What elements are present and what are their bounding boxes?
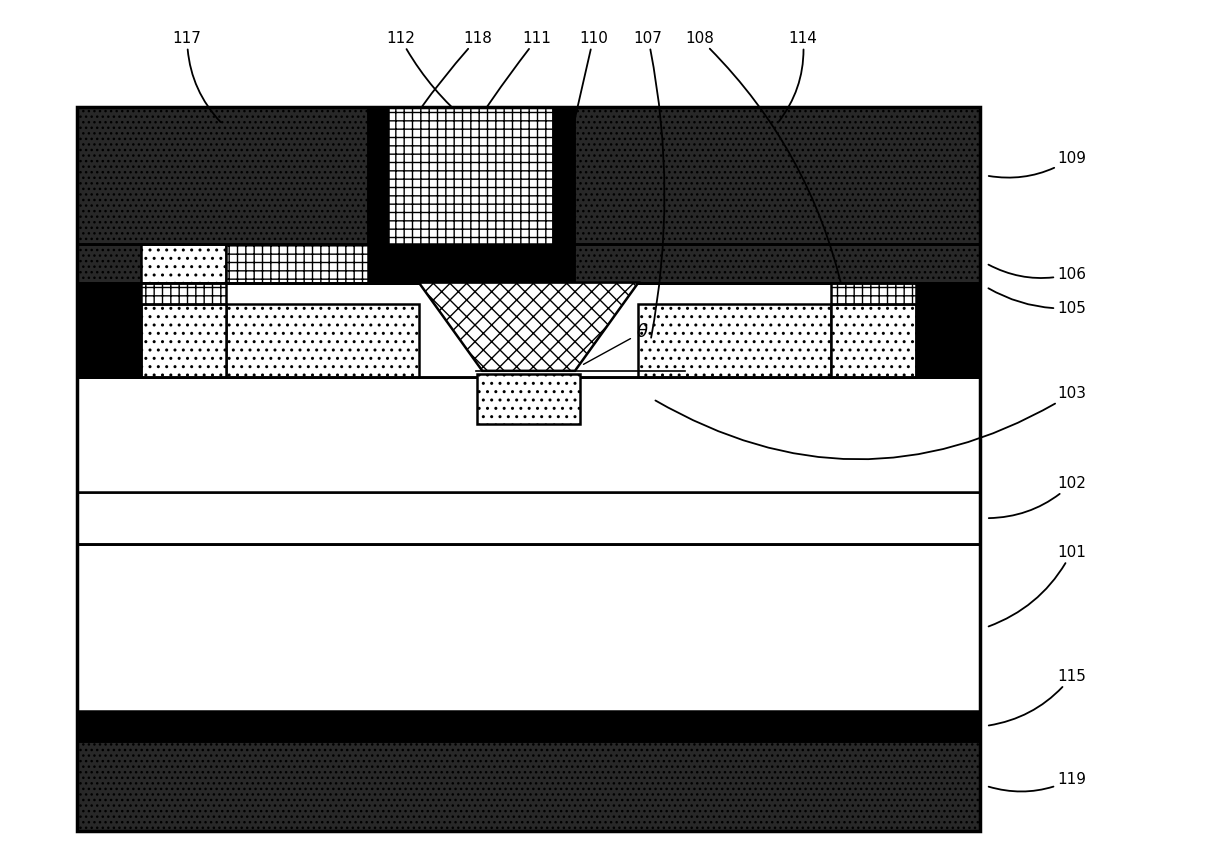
Text: 108: 108	[685, 31, 842, 291]
Bar	[226, 304, 419, 377]
Bar	[370, 107, 388, 244]
Text: 107: 107	[634, 31, 664, 337]
Bar	[573, 244, 980, 283]
Text: 115: 115	[989, 670, 1086, 726]
Bar	[639, 304, 831, 377]
Bar	[367, 244, 370, 283]
Text: 106: 106	[989, 265, 1086, 281]
Bar	[573, 107, 980, 244]
Text: 110: 110	[529, 31, 608, 318]
Bar	[553, 107, 571, 244]
Text: 109: 109	[989, 151, 1086, 177]
Bar	[77, 107, 980, 831]
Bar	[141, 283, 226, 304]
Text: 105: 105	[989, 288, 1086, 316]
Bar	[571, 107, 573, 244]
Bar	[77, 244, 367, 283]
Bar	[141, 244, 226, 283]
Bar	[571, 244, 573, 283]
Bar	[77, 377, 980, 492]
Text: 118: 118	[377, 31, 492, 173]
Bar	[831, 244, 916, 283]
Text: 114: 114	[779, 31, 818, 122]
Bar	[388, 107, 553, 244]
Bar	[77, 283, 141, 377]
Bar	[370, 244, 388, 283]
Polygon shape	[419, 283, 639, 371]
Bar	[77, 741, 980, 831]
Text: 119: 119	[989, 772, 1086, 791]
Text: $\theta$: $\theta$	[583, 324, 648, 364]
Text: 102: 102	[989, 477, 1086, 518]
Bar	[478, 375, 580, 424]
Bar	[77, 711, 980, 741]
Bar	[916, 283, 980, 377]
Bar	[367, 107, 370, 244]
Bar	[141, 304, 226, 377]
Bar	[831, 304, 916, 377]
Text: 111: 111	[395, 31, 551, 261]
Bar	[77, 283, 980, 377]
Text: 103: 103	[656, 387, 1086, 459]
Bar	[388, 244, 553, 283]
Text: 101: 101	[989, 545, 1086, 626]
Bar	[226, 244, 419, 283]
Bar	[77, 492, 980, 544]
Bar	[639, 244, 831, 283]
Bar	[77, 544, 980, 711]
Text: 112: 112	[386, 31, 469, 122]
Text: 117: 117	[173, 31, 221, 122]
Bar	[553, 244, 571, 283]
Bar	[831, 283, 916, 304]
Bar	[77, 107, 367, 244]
